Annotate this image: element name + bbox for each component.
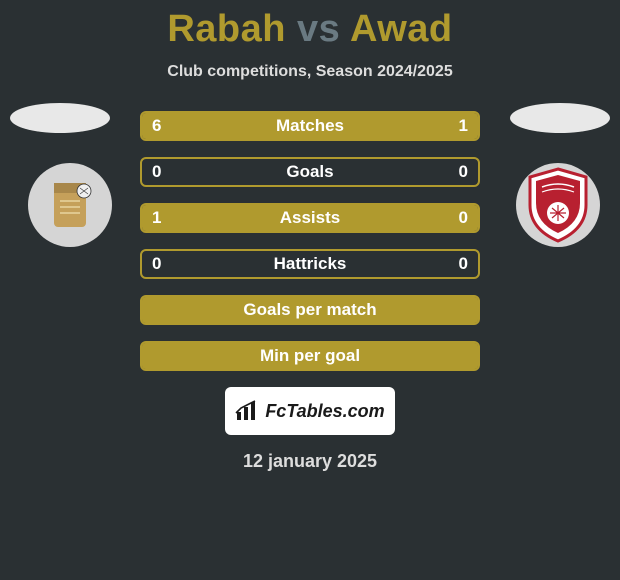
stat-label: Goals per match [142,297,478,323]
content: 61Matches 00Goals 10Assists 00Hattricks Goal… [0,111,620,472]
stats-bars: 61Matches 00Goals 10Assists 00Hattricks Goal… [140,111,480,371]
stat-row: Min per goal [140,341,480,371]
stat-label: Matches [142,113,478,139]
country-flag-left [10,103,110,133]
club-logo-right [516,163,600,247]
stat-row: 00Goals [140,157,480,187]
fctables-chart-icon [235,400,261,422]
rabah-club-icon [40,175,100,235]
title-player2: Awad [350,8,453,50]
stat-label: Assists [142,205,478,231]
fctables-text: FcTables.com [265,401,384,422]
subtitle: Club competitions, Season 2024/2025 [0,63,620,81]
stat-row: Goals per match [140,295,480,325]
title-player1: Rabah [167,8,286,50]
date-label: 12 january 2025 [0,451,620,472]
title-vs: vs [297,8,340,50]
stat-row: 61Matches [140,111,480,141]
stat-label: Hattricks [142,251,478,277]
stat-row: 10Assists [140,203,480,233]
country-flag-right [510,103,610,133]
awad-club-icon [524,167,592,243]
stat-label: Goals [142,159,478,185]
stat-row: 00Hattricks [140,249,480,279]
fctables-badge[interactable]: FcTables.com [225,387,395,435]
stat-label: Min per goal [142,343,478,369]
page-title: Rabah vs Awad [0,0,620,51]
club-logo-left [28,163,112,247]
